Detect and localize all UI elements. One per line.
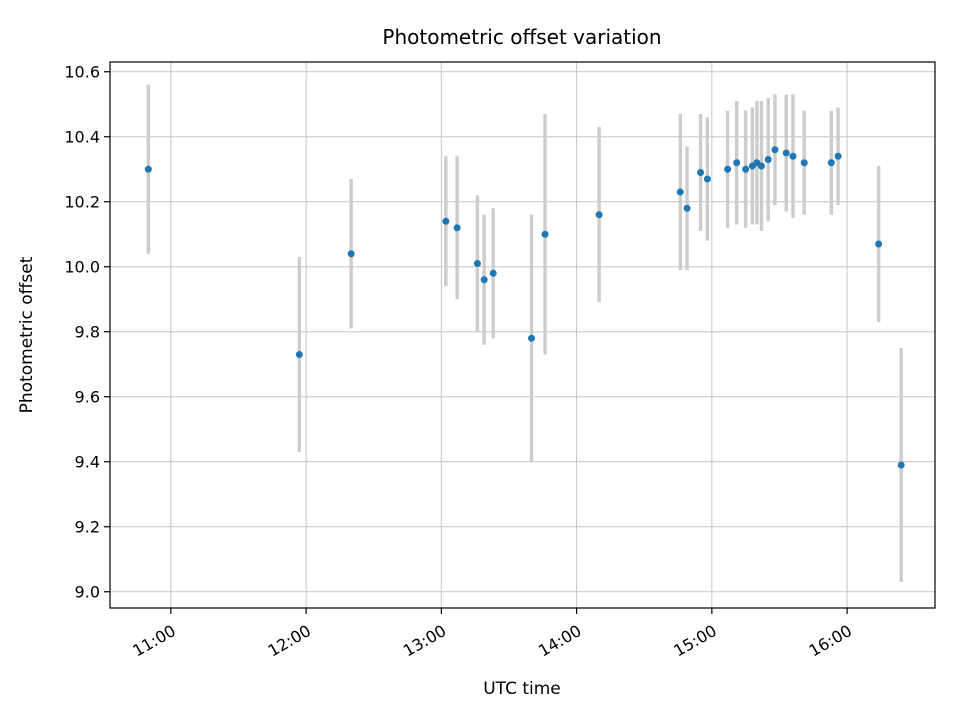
x-tick-label: 13:00 — [400, 621, 449, 661]
data-point — [295, 351, 303, 358]
data-point — [733, 159, 741, 167]
data-point — [528, 334, 536, 342]
data-point — [697, 169, 705, 176]
data-point — [442, 217, 450, 225]
chart-title: Photometric offset variation — [382, 25, 661, 49]
data-point — [473, 260, 481, 267]
data-point — [144, 165, 152, 173]
data-point — [757, 162, 765, 170]
x-tick-label: 16:00 — [806, 621, 855, 661]
data-point — [897, 461, 905, 469]
data-point — [703, 175, 711, 183]
x-tick-label: 12:00 — [265, 621, 314, 661]
plot-area: 11:00 12:00 13:00 14:00 15:00 16:00 9.0 9.2 9.4 9… — [64, 61, 936, 661]
data-point — [453, 224, 461, 232]
data-point — [676, 188, 684, 196]
y-tick-label: 10.4 — [64, 127, 100, 146]
y-tick-label: 9.2 — [75, 517, 100, 536]
data-point — [683, 204, 691, 212]
x-axis-label: UTC time — [483, 679, 561, 699]
data-point — [834, 152, 842, 160]
y-tick-label: 9.6 — [75, 387, 100, 406]
y-tick-label: 9.0 — [75, 582, 100, 601]
data-point — [875, 240, 883, 248]
y-tick-label: 9.8 — [75, 322, 100, 341]
data-point — [489, 269, 497, 277]
data-point — [541, 230, 549, 238]
data-point — [827, 159, 835, 167]
y-tick-label: 9.4 — [75, 452, 100, 471]
y-tick-label: 10.0 — [64, 257, 100, 276]
x-tick-label: 14:00 — [535, 621, 584, 661]
plot-border — [109, 61, 936, 609]
data-point — [771, 146, 779, 154]
x-tick-label: 15:00 — [670, 621, 719, 661]
y-tick-label: 10.6 — [64, 62, 100, 81]
data-point — [789, 152, 797, 160]
y-tick-label: 10.2 — [64, 192, 100, 211]
data-point — [742, 165, 750, 173]
data-point — [595, 211, 603, 219]
data-point — [782, 149, 790, 157]
x-tick-label: 11:00 — [129, 621, 178, 661]
y-axis-label: Photometric offset — [17, 256, 37, 413]
data-point — [724, 165, 732, 173]
data-point — [764, 156, 772, 163]
data-point — [480, 276, 488, 284]
data-point — [347, 250, 355, 258]
data-point — [800, 159, 808, 167]
